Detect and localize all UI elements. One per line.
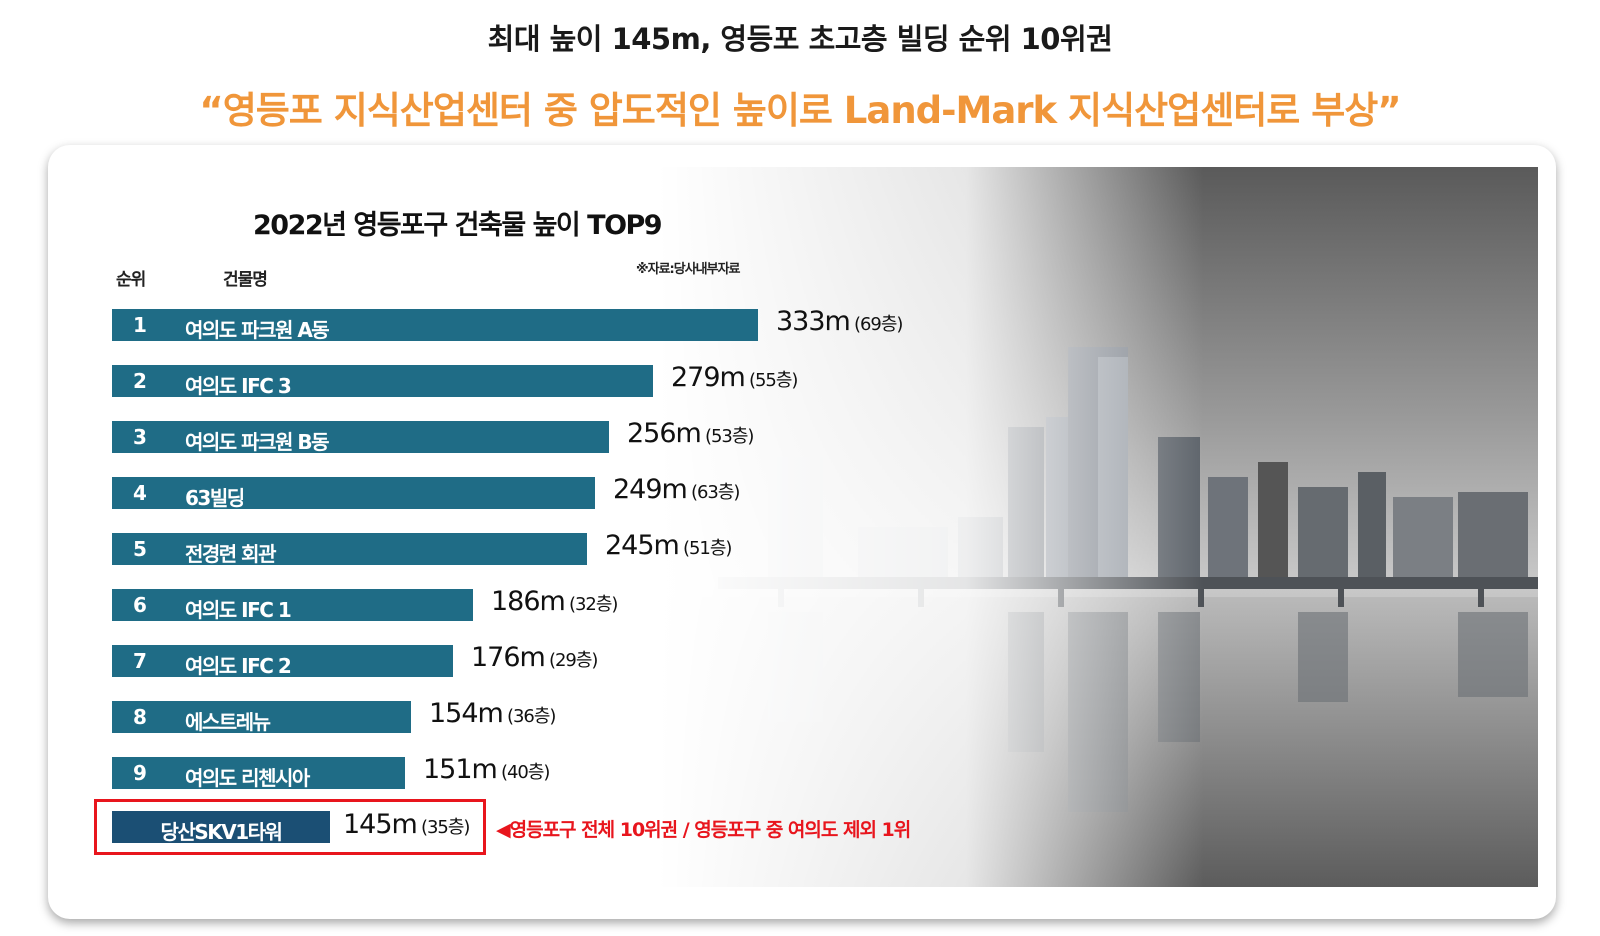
highlight-box bbox=[94, 799, 486, 855]
bar-building-name: 여의도 IFC 1 bbox=[185, 598, 292, 622]
chart-title: 2022년 영등포구 건축물 높이 TOP9 bbox=[253, 210, 663, 241]
bar-floors-label: (51층) bbox=[682, 538, 733, 559]
bar-value-label: 245m (51층) bbox=[605, 530, 733, 561]
bar-height-label: 279m bbox=[671, 362, 746, 393]
bar-rank-number: 8 bbox=[133, 705, 147, 729]
headline: 최대 높이 145m, 영등포 초고층 빌딩 순위 10위권 bbox=[487, 22, 1113, 56]
bar-rank-8: 8 에스트레뉴 bbox=[112, 701, 411, 734]
bar-rank-7: 7 여의도 IFC 2 bbox=[112, 645, 453, 678]
bar-rank-3: 3 여의도 파크원 B동 bbox=[112, 421, 609, 454]
bar-building-name: 여의도 IFC 3 bbox=[185, 374, 292, 398]
bar-floors-label: (69층) bbox=[853, 314, 904, 335]
bar-building-name: 여의도 파크원 B동 bbox=[185, 430, 329, 454]
highlight-floors-label: (35층) bbox=[420, 817, 471, 838]
bar-rank-5: 5 전경련 회관 bbox=[112, 533, 587, 566]
bar-height-label: 186m bbox=[491, 586, 566, 617]
bar-value-label: 154m (36층) bbox=[429, 698, 557, 729]
bar-rank-number: 3 bbox=[133, 425, 147, 449]
bar-building-name: 전경련 회관 bbox=[185, 542, 276, 566]
chart-card: 2022년 영등포구 건축물 높이 TOP9 순위 건물명 ※자료:당사내부자료… bbox=[48, 145, 1556, 919]
bar-rank-6: 6 여의도 IFC 1 bbox=[112, 589, 473, 622]
bar-value-label: 151m (40층) bbox=[423, 754, 551, 785]
bar-rank-number: 1 bbox=[133, 313, 147, 337]
bar-rank-1: 1 여의도 파크원 A동 bbox=[112, 309, 758, 342]
column-header-name: 건물명 bbox=[223, 270, 268, 290]
bar-height-label: 176m bbox=[471, 642, 546, 673]
bar-floors-label: (36층) bbox=[506, 706, 557, 727]
bar-rank-9: 9 여의도 리첸시아 bbox=[112, 757, 405, 790]
highlight-height-label: 145m bbox=[343, 809, 418, 840]
bar-value-label: 256m (53층) bbox=[627, 418, 755, 449]
bar-building-name: 여의도 IFC 2 bbox=[185, 654, 292, 678]
highlight-bar: 당산SKV1타워 bbox=[112, 811, 330, 844]
bar-building-name: 여의도 파크원 A동 bbox=[185, 318, 330, 342]
bar-floors-label: (32층) bbox=[568, 594, 619, 615]
bar-building-name: 에스트레뉴 bbox=[185, 710, 271, 734]
bar-rank-4: 4 63빌딩 bbox=[112, 477, 595, 510]
bar-height-label: 249m bbox=[613, 474, 688, 505]
bar-rank-number: 4 bbox=[133, 481, 147, 505]
column-header-rank: 순위 bbox=[116, 270, 146, 290]
bar-floors-label: (40층) bbox=[500, 762, 551, 783]
bar-height-label: 245m bbox=[605, 530, 680, 561]
bar-value-label: 176m (29층) bbox=[471, 642, 599, 673]
bar-rank-number: 2 bbox=[133, 369, 147, 393]
bar-rank-2: 2 여의도 IFC 3 bbox=[112, 365, 653, 398]
bar-height-label: 154m bbox=[429, 698, 504, 729]
highlight-name: 당산SKV1타워 bbox=[160, 820, 283, 844]
bar-floors-label: (29층) bbox=[548, 650, 599, 671]
bar-rank-number: 6 bbox=[133, 593, 147, 617]
bar-value-label: 279m (55층) bbox=[671, 362, 799, 393]
skyline-photo bbox=[658, 167, 1538, 887]
bar-rank-number: 7 bbox=[133, 649, 147, 673]
bar-rank-number: 5 bbox=[133, 537, 147, 561]
bar-height-label: 256m bbox=[627, 418, 702, 449]
bar-floors-label: (55층) bbox=[748, 370, 799, 391]
bar-value-label: 186m (32층) bbox=[491, 586, 619, 617]
bar-floors-label: (53층) bbox=[704, 426, 755, 447]
bar-building-name: 여의도 리첸시아 bbox=[185, 766, 310, 790]
bar-building-name: 63빌딩 bbox=[185, 486, 245, 510]
bar-value-label: 333m (69층) bbox=[776, 306, 904, 337]
highlight-value: 145m (35층) bbox=[343, 809, 471, 840]
bar-floors-label: (63층) bbox=[690, 482, 741, 503]
subheadline: “영등포 지식산업센터 중 압도적인 높이로 Land-Mark 지식산업센터로… bbox=[199, 89, 1401, 132]
bar-value-label: 249m (63층) bbox=[613, 474, 741, 505]
bar-rank-number: 9 bbox=[133, 761, 147, 785]
source-note: ※자료:당사내부자료 bbox=[636, 262, 741, 277]
highlight-note: ◀영등포구 전체 10위권 / 영등포구 중 여의도 제외 1위 bbox=[496, 819, 911, 841]
bar-height-label: 151m bbox=[423, 754, 498, 785]
bar-height-label: 333m bbox=[776, 306, 851, 337]
